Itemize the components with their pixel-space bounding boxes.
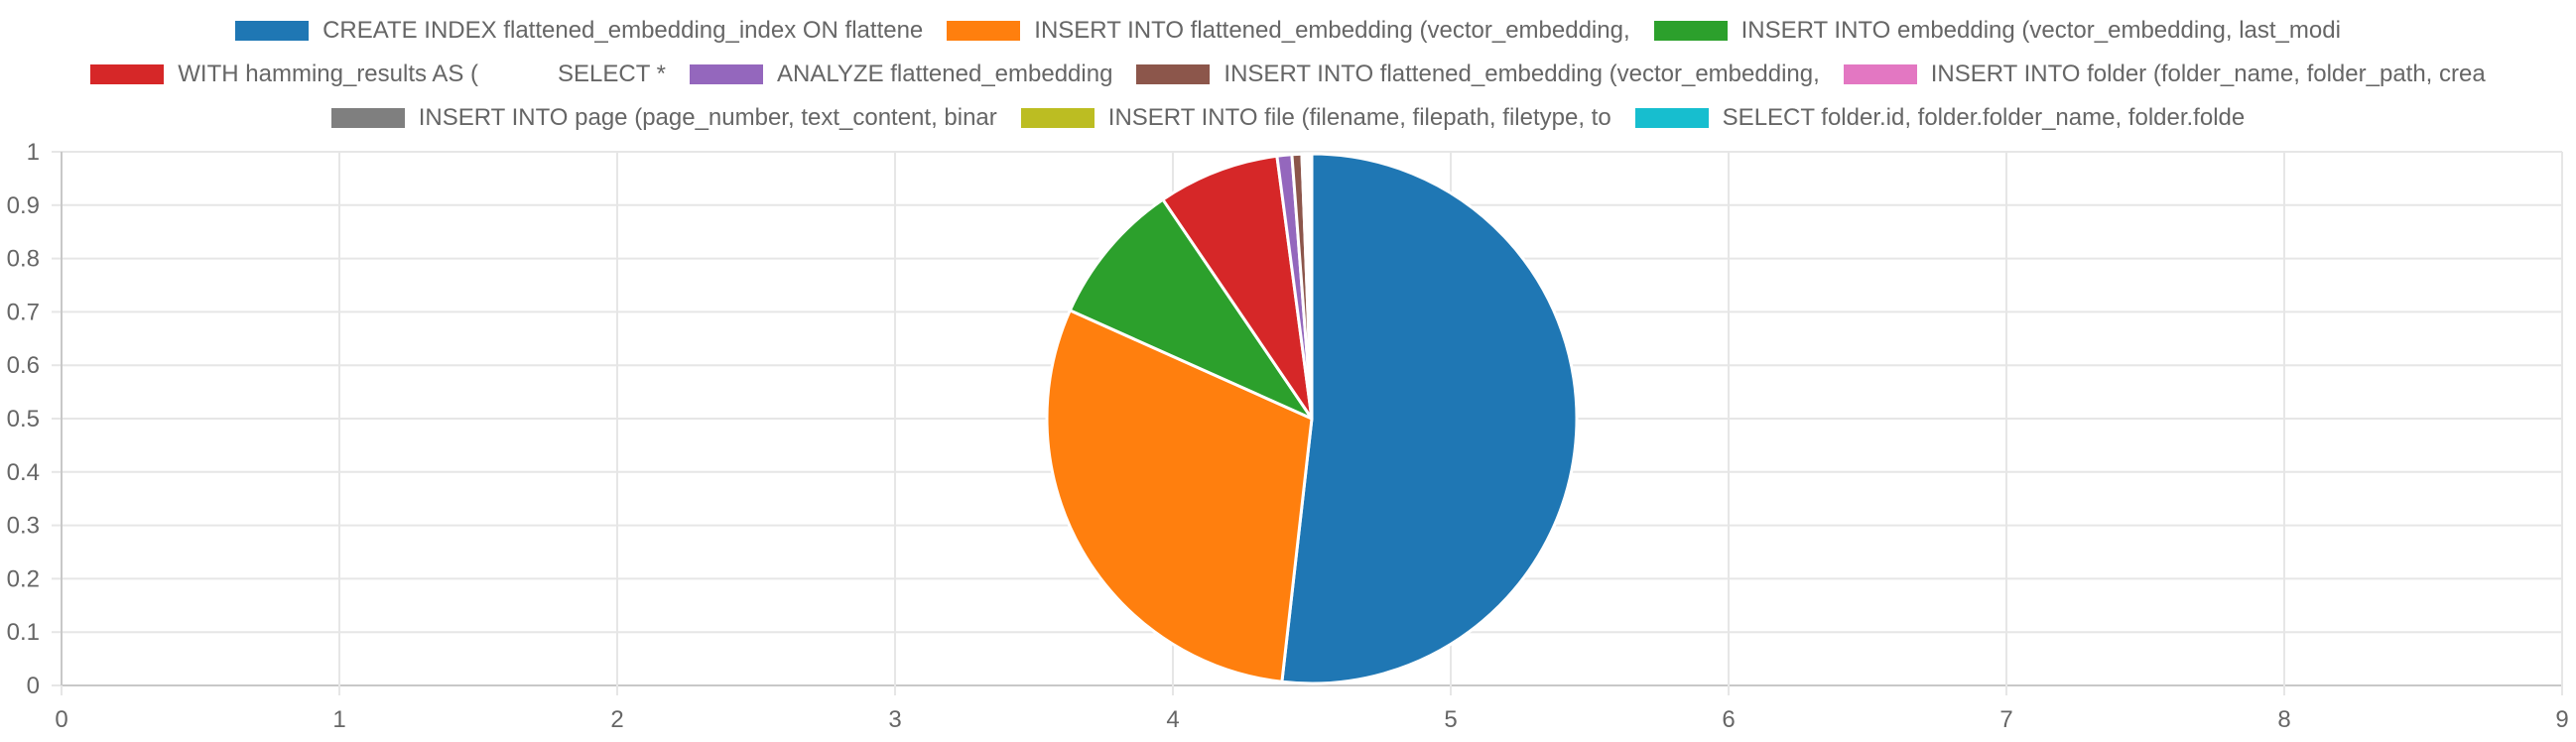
legend-label: CREATE INDEX flattened_embedding_index O… xyxy=(322,17,924,44)
legend-item[interactable]: INSERT INTO page (page_number, text_cont… xyxy=(330,104,997,132)
pie-slice xyxy=(1307,152,1314,421)
pie-slice xyxy=(1068,197,1314,421)
x-tick-label: 6 xyxy=(1722,706,1735,733)
legend-label: INSERT INTO flattened_embedding (vector_… xyxy=(1224,61,1820,87)
legend-row: CREATE INDEX flattened_embedding_index O… xyxy=(0,13,2576,49)
y-tick-label: 0.7 xyxy=(7,299,40,325)
x-tick-label: 7 xyxy=(1999,706,2012,733)
y-tick-label: 1 xyxy=(27,139,40,166)
pie-slice xyxy=(1290,152,1314,421)
legend-item[interactable]: WITH hamming_results AS ( SELECT * xyxy=(90,61,666,88)
pie-slice xyxy=(1300,152,1314,421)
legend-item[interactable]: INSERT INTO flattened_embedding (vector_… xyxy=(947,17,1630,45)
x-tick-label: 3 xyxy=(888,706,901,733)
y-tick-label: 0.4 xyxy=(7,459,40,486)
legend-row: INSERT INTO page (page_number, text_cont… xyxy=(0,100,2576,136)
legend-swatch xyxy=(947,21,1021,41)
legend-swatch xyxy=(330,108,405,128)
x-tick-label: 9 xyxy=(2555,706,2568,733)
y-tick-label: 0.5 xyxy=(7,406,40,433)
x-tick-label: 1 xyxy=(332,706,345,733)
y-tick-label: 0.8 xyxy=(7,246,40,273)
legend-item[interactable]: ANALYZE flattened_embedding xyxy=(689,61,1113,88)
legend-swatch xyxy=(1020,108,1095,128)
pie-slice xyxy=(1161,154,1314,421)
legend-row: WITH hamming_results AS ( SELECT * ANALYZ… xyxy=(0,57,2576,92)
legend-label: INSERT INTO file (filename, filepath, fi… xyxy=(1107,104,1611,131)
legend-swatch xyxy=(689,64,763,84)
pie-slice xyxy=(1305,152,1314,421)
y-tick-label: 0.2 xyxy=(7,565,40,592)
y-tick-label: 0.3 xyxy=(7,513,40,540)
legend-swatch xyxy=(1634,108,1709,128)
legend-label: INSERT INTO embedding (vector_embedding,… xyxy=(1740,17,2341,44)
legend-swatch xyxy=(235,21,310,41)
legend-swatch xyxy=(1843,64,1917,84)
x-tick-label: 4 xyxy=(1166,706,1179,733)
legend-label: ANALYZE flattened_embedding xyxy=(776,61,1113,87)
legend-item[interactable]: INSERT INTO file (filename, filepath, fi… xyxy=(1020,104,1611,132)
legend-label: INSERT INTO folder (folder_name, folder_… xyxy=(1930,61,2486,87)
y-tick-label: 0.1 xyxy=(7,619,40,646)
pie-slice xyxy=(1275,153,1314,421)
x-tick-label: 2 xyxy=(610,706,623,733)
legend-label: SELECT folder.id, folder.folder_name, fo… xyxy=(1722,104,2246,131)
legend-item[interactable]: SELECT folder.id, folder.folder_name, fo… xyxy=(1634,104,2246,132)
legend-label: INSERT INTO page (page_number, text_cont… xyxy=(418,104,997,131)
legend-label: WITH hamming_results AS ( SELECT * xyxy=(178,61,666,87)
x-tick-label: 8 xyxy=(2277,706,2290,733)
legend-swatch xyxy=(1136,64,1211,84)
pie-slice xyxy=(1045,309,1314,683)
legend-swatch xyxy=(1653,21,1728,41)
y-tick-label: 0.9 xyxy=(7,192,40,219)
legend-label: INSERT INTO flattened_embedding (vector_… xyxy=(1034,17,1630,44)
legend-item[interactable]: INSERT INTO flattened_embedding (vector_… xyxy=(1136,61,1820,88)
y-tick-label: 0 xyxy=(27,673,40,699)
legend-item[interactable]: CREATE INDEX flattened_embedding_index O… xyxy=(235,17,923,45)
legend-swatch xyxy=(90,64,165,84)
y-tick-label: 0.6 xyxy=(7,352,40,379)
pie-slice xyxy=(1280,152,1579,685)
legend-item[interactable]: INSERT INTO embedding (vector_embedding,… xyxy=(1653,17,2341,45)
pie-slice xyxy=(1302,152,1314,421)
x-tick-label: 0 xyxy=(55,706,67,733)
legend-item[interactable]: INSERT INTO folder (folder_name, folder_… xyxy=(1843,61,2486,88)
x-tick-label: 5 xyxy=(1444,706,1457,733)
